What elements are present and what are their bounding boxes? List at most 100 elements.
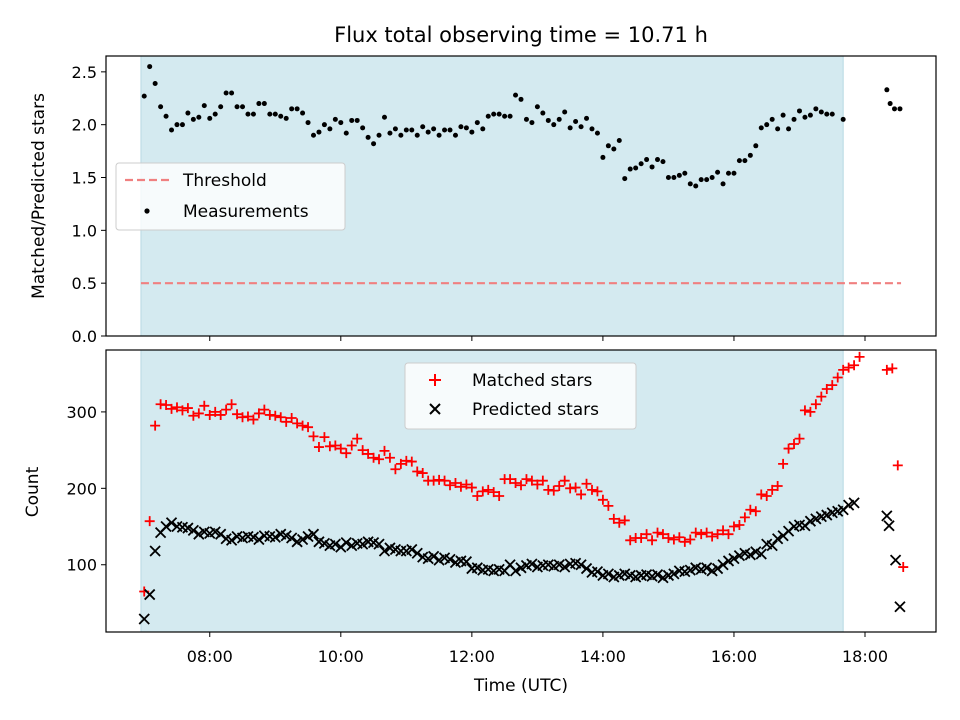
count-panel: 100 200 300 08:00 10:00 12:00 14:00 16:00 18:00… <box>23 349 937 696</box>
matched-point <box>537 475 548 486</box>
predicted-point <box>165 517 178 529</box>
matched-point <box>805 406 816 417</box>
measurement-point <box>354 117 360 123</box>
measurement-point <box>704 177 710 183</box>
predicted-point <box>755 548 767 560</box>
predicted-point <box>894 601 906 613</box>
measurement-point <box>671 175 677 181</box>
matched-point <box>696 529 707 540</box>
matched-point <box>150 420 161 431</box>
measurement-point <box>655 157 661 163</box>
measurement-point <box>289 106 295 112</box>
measurement-point <box>644 157 650 163</box>
matched-point <box>854 351 865 362</box>
matched-point <box>810 399 821 410</box>
measurement-point <box>529 120 535 126</box>
predicted-point <box>378 545 391 557</box>
count-marks <box>138 350 909 632</box>
measurement-point <box>720 181 726 187</box>
measurement-point <box>764 122 770 128</box>
count-legend: Matched stars Predicted stars <box>404 362 637 430</box>
measurement-point <box>179 122 185 128</box>
matched-point <box>286 413 297 424</box>
predicted-point <box>889 554 902 566</box>
measurement-point <box>212 111 218 117</box>
measurement-point <box>332 116 338 122</box>
measurement-point <box>649 164 655 170</box>
matched-point <box>483 484 494 495</box>
count-x-axis: 08:00 10:00 12:00 14:00 16:00 18:00 <box>187 632 888 666</box>
measurement-point <box>174 122 180 128</box>
predicted-point <box>460 556 473 568</box>
matched-legend-swatch <box>429 374 441 386</box>
measurement-point <box>452 132 458 138</box>
predicted-point <box>296 533 309 546</box>
matched-point <box>204 409 215 420</box>
matched-point <box>210 406 221 417</box>
predicted-point <box>144 588 156 601</box>
x-axis-label: Time (UTC) <box>473 676 568 696</box>
matched-point <box>412 466 423 477</box>
matched-point <box>750 506 761 517</box>
measurement-point <box>201 103 207 109</box>
measurement-point <box>551 122 557 128</box>
matched-point <box>510 477 521 488</box>
measurement-point <box>207 115 213 121</box>
predicted-point <box>848 497 860 509</box>
matched-point <box>685 534 696 545</box>
measurement-point <box>305 120 311 126</box>
measurement-point <box>458 124 464 130</box>
measurement-point <box>616 138 622 144</box>
measurement-point <box>534 104 540 110</box>
measurement-point <box>780 112 786 118</box>
measurement-point <box>141 93 147 99</box>
matched-point <box>783 443 794 454</box>
measurement-point <box>791 116 797 122</box>
ratio-panel: 0.0 0.5 1.0 1.5 2.0 2.5 Matched/Predicted sta… <box>29 55 937 346</box>
matched-point <box>494 490 505 501</box>
matched-point <box>374 454 385 465</box>
measurement-point <box>392 126 398 132</box>
matched-point <box>526 475 537 486</box>
measurement-point <box>436 132 442 138</box>
matched-point <box>799 405 810 416</box>
measurement-point <box>742 158 748 164</box>
matched-point <box>303 422 314 433</box>
predicted-point <box>766 540 778 552</box>
matched-point <box>335 443 346 454</box>
matched-point <box>384 452 395 463</box>
y-tick-label: 200 <box>66 479 97 498</box>
matched-point <box>297 420 308 431</box>
predicted-point <box>225 534 238 546</box>
matched-point <box>734 520 745 531</box>
measurement-point <box>594 130 600 136</box>
y-tick-label: 0.0 <box>72 327 97 346</box>
matched-point <box>827 380 838 391</box>
measurement-point <box>163 113 169 119</box>
matched-point <box>761 490 772 501</box>
predicted-point <box>651 569 664 581</box>
measurement-point <box>365 134 371 140</box>
matched-point <box>166 403 177 414</box>
matched-point <box>647 535 658 546</box>
x-tick-label: 18:00 <box>842 647 888 666</box>
measurement-point <box>387 130 393 136</box>
measurement-point <box>573 119 579 125</box>
measurement-point <box>185 110 191 116</box>
matched-point <box>455 481 466 492</box>
matched-legend-label: Matched stars <box>472 371 592 391</box>
matched-point <box>352 433 363 444</box>
measurement-point <box>545 117 551 123</box>
matched-point <box>789 439 800 449</box>
matched-point <box>849 360 860 371</box>
measurement-point <box>611 146 617 152</box>
matched-point <box>253 408 264 419</box>
matched-point <box>576 489 587 500</box>
predicted-point <box>668 568 680 580</box>
predicted-point <box>187 524 200 536</box>
matched-point <box>379 445 390 456</box>
measurement-point <box>321 122 327 128</box>
measurement-point <box>660 159 666 165</box>
measurement-point <box>381 114 387 120</box>
matched-point <box>161 400 172 411</box>
